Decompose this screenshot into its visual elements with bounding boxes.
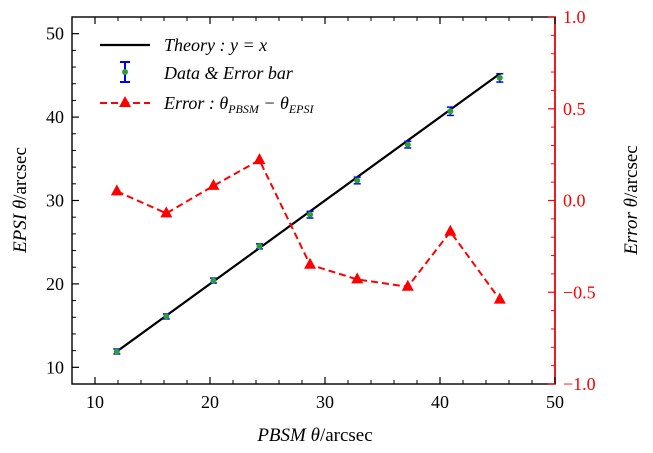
legend-theory-label: Theory : y = x bbox=[164, 35, 267, 55]
x-tick-label: 50 bbox=[546, 392, 564, 412]
y-right-axis-label: Error θ/arcsec bbox=[621, 145, 642, 255]
x-tick-label: 10 bbox=[86, 392, 104, 412]
data-point bbox=[256, 243, 263, 250]
y-left-axis-label: EPSI θ/arcsec bbox=[10, 147, 31, 254]
legend-error-swatch bbox=[100, 96, 150, 107]
data-point bbox=[163, 313, 170, 320]
y-right-tick-label: −0.5 bbox=[563, 282, 596, 302]
error-marker bbox=[493, 292, 506, 304]
legend-error-label: Error : θPBSM − θEPSI bbox=[163, 93, 315, 116]
data-point bbox=[447, 108, 454, 115]
legend: Theory : y = x Data & Error bar Error : … bbox=[100, 35, 315, 116]
y-left-tick-label: 50 bbox=[46, 24, 64, 44]
y-left-tick-label: 30 bbox=[46, 191, 64, 211]
error-marker bbox=[253, 153, 266, 165]
y-left-tick-label: 10 bbox=[46, 357, 64, 377]
error-marker bbox=[207, 178, 220, 190]
y-left-tick-label: 20 bbox=[46, 274, 64, 294]
error-marker bbox=[304, 257, 317, 269]
error-marker bbox=[351, 272, 364, 284]
error-marker bbox=[160, 206, 173, 218]
error-marker bbox=[401, 279, 414, 291]
legend-data-swatch bbox=[120, 61, 130, 83]
y-right-tick-label: 0.5 bbox=[563, 99, 586, 119]
y-right-tick-label: 1.0 bbox=[563, 7, 586, 27]
error-series-line bbox=[116, 158, 501, 301]
data-point bbox=[404, 141, 411, 148]
error-marker bbox=[444, 224, 457, 236]
y-right-tick-label: −1.0 bbox=[563, 374, 596, 394]
x-axis-label: PBSM θ/arcsec bbox=[256, 425, 372, 446]
x-tick-label: 30 bbox=[316, 392, 334, 412]
y-left-tick-label: 40 bbox=[46, 107, 64, 127]
data-point bbox=[496, 74, 503, 81]
x-tick-label: 40 bbox=[431, 392, 449, 412]
data-point bbox=[354, 177, 361, 184]
data-point bbox=[307, 211, 314, 218]
data-point bbox=[210, 277, 217, 284]
y-right-tick-label: 0.0 bbox=[563, 191, 586, 211]
data-point bbox=[113, 348, 120, 355]
legend-data-label: Data & Error bar bbox=[163, 63, 294, 83]
error-marker bbox=[110, 184, 123, 196]
plot-frame bbox=[71, 16, 556, 385]
x-tick-label: 20 bbox=[201, 392, 219, 412]
